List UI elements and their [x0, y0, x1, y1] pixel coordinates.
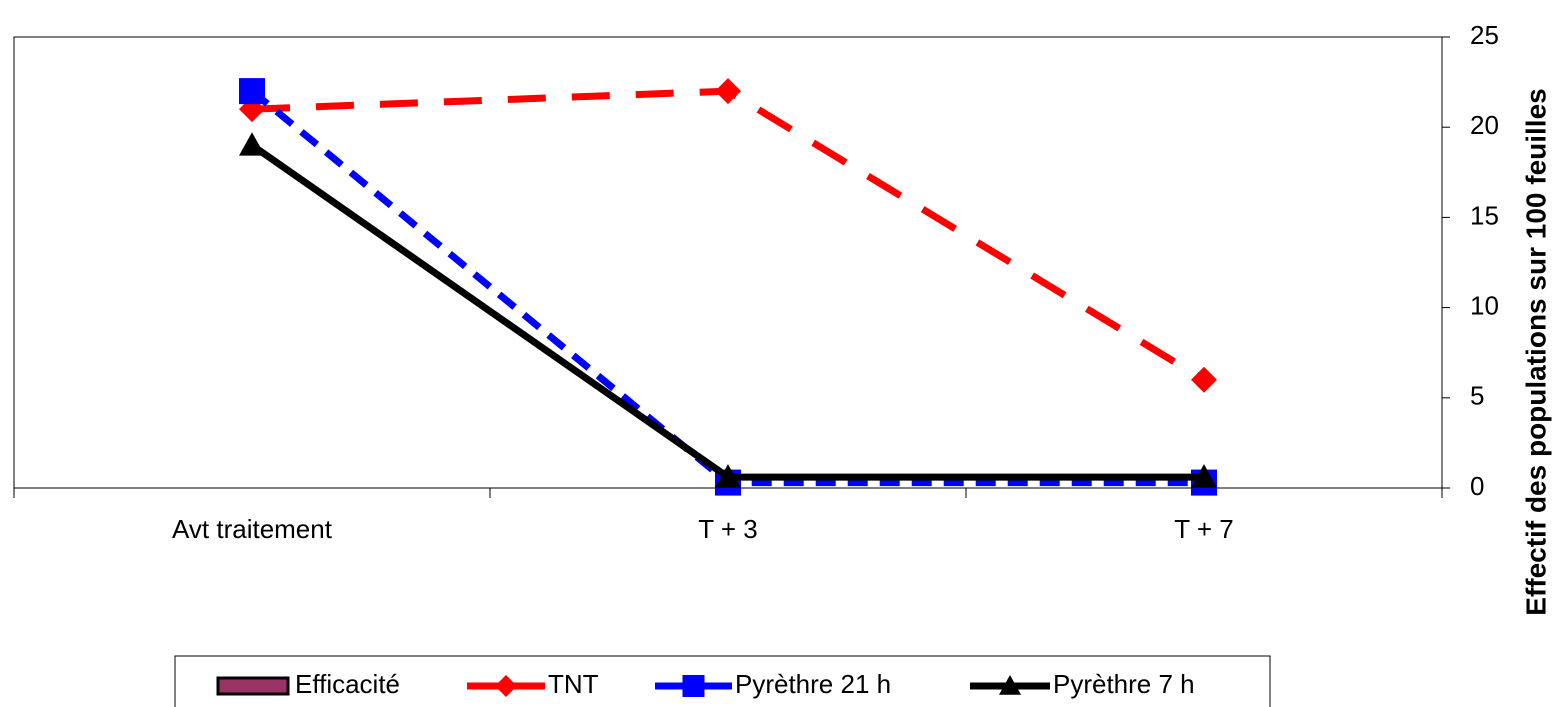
legend [174, 655, 1271, 707]
marker [715, 78, 741, 105]
legend-label: TNT [548, 669, 599, 699]
y-tick-label: 15 [1470, 200, 1499, 230]
plot-area [13, 36, 1443, 489]
legend-marker [999, 675, 1021, 695]
series-line [251, 87, 1206, 383]
x-tick-label: T + 7 [1174, 514, 1234, 544]
y-tick-label: 10 [1470, 290, 1499, 320]
marker [239, 132, 265, 156]
legend-label: Pyrèthre 7 h [1053, 669, 1195, 699]
legend-label: Pyrèthre 21 h [735, 669, 891, 699]
y-tick-label: 5 [1470, 381, 1484, 411]
y-tick-label: 20 [1470, 110, 1499, 140]
y-axis-title: Effectif des populations sur 100 feuille… [1520, 88, 1551, 615]
series-line [249, 142, 1204, 481]
legend-label: Efficacité [295, 669, 400, 699]
legend-marker [682, 675, 705, 697]
category-separators [13, 488, 1443, 498]
x-tick-label: Avt traitement [172, 514, 333, 544]
marker [1191, 464, 1217, 488]
marker [239, 78, 265, 105]
marker [715, 464, 741, 488]
legend-swatch [216, 676, 290, 696]
marker [1191, 366, 1217, 393]
legend-marker [495, 675, 517, 697]
y-tick-label: 25 [1470, 20, 1499, 50]
x-tick-label: T + 3 [698, 514, 758, 544]
series-line [249, 88, 1204, 487]
y-tick-label: 0 [1470, 471, 1484, 501]
